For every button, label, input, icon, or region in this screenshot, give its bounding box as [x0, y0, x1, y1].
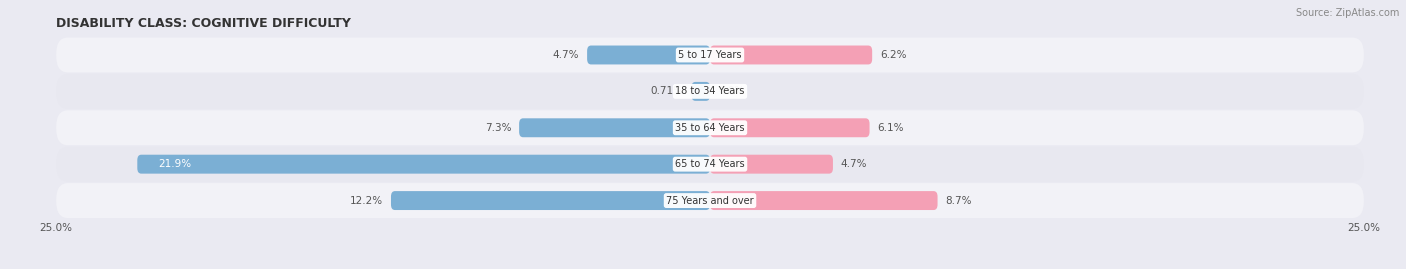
Text: 5 to 17 Years: 5 to 17 Years	[678, 50, 742, 60]
Text: 0.71%: 0.71%	[651, 86, 683, 96]
FancyBboxPatch shape	[56, 74, 1364, 109]
Text: 75 Years and over: 75 Years and over	[666, 196, 754, 206]
FancyBboxPatch shape	[56, 147, 1364, 182]
Text: 8.7%: 8.7%	[945, 196, 972, 206]
Text: 21.9%: 21.9%	[159, 159, 191, 169]
Text: 4.7%: 4.7%	[553, 50, 579, 60]
Text: Source: ZipAtlas.com: Source: ZipAtlas.com	[1295, 8, 1399, 18]
Text: 12.2%: 12.2%	[350, 196, 382, 206]
FancyBboxPatch shape	[519, 118, 710, 137]
FancyBboxPatch shape	[692, 82, 710, 101]
FancyBboxPatch shape	[588, 45, 710, 65]
FancyBboxPatch shape	[56, 183, 1364, 218]
Text: DISABILITY CLASS: COGNITIVE DIFFICULTY: DISABILITY CLASS: COGNITIVE DIFFICULTY	[56, 17, 352, 30]
Text: 0.0%: 0.0%	[718, 86, 744, 96]
FancyBboxPatch shape	[391, 191, 710, 210]
FancyBboxPatch shape	[138, 155, 710, 174]
Text: 65 to 74 Years: 65 to 74 Years	[675, 159, 745, 169]
Text: 35 to 64 Years: 35 to 64 Years	[675, 123, 745, 133]
Text: 7.3%: 7.3%	[485, 123, 512, 133]
Text: 4.7%: 4.7%	[841, 159, 868, 169]
Text: 6.2%: 6.2%	[880, 50, 907, 60]
FancyBboxPatch shape	[56, 37, 1364, 72]
FancyBboxPatch shape	[710, 45, 872, 65]
FancyBboxPatch shape	[710, 155, 832, 174]
Text: 6.1%: 6.1%	[877, 123, 904, 133]
Text: 18 to 34 Years: 18 to 34 Years	[675, 86, 745, 96]
FancyBboxPatch shape	[56, 110, 1364, 145]
FancyBboxPatch shape	[710, 118, 869, 137]
FancyBboxPatch shape	[710, 191, 938, 210]
